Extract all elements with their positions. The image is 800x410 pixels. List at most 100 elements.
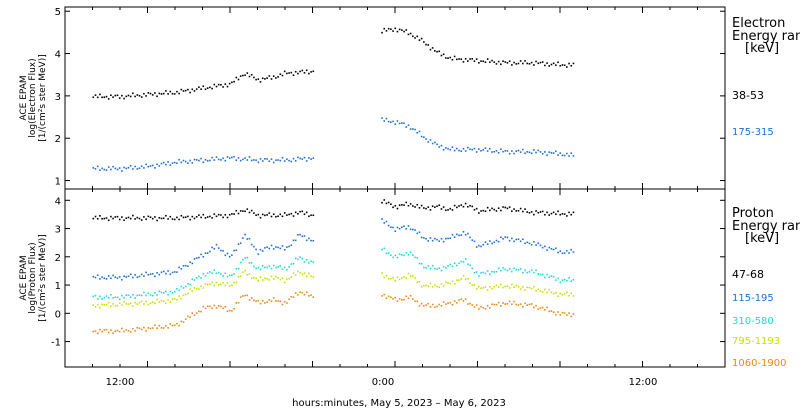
point-protons-3-1-80: [557, 295, 559, 298]
point-electrons-0-1-6: [394, 27, 397, 30]
point-electrons-1-1-39: [467, 146, 469, 149]
point-electrons-0-0-91: [292, 74, 295, 77]
point-protons-0-0-20: [136, 216, 139, 219]
point-protons-1-0-47: [195, 257, 198, 259]
point-protons-1-1-26: [438, 240, 441, 242]
point-protons-0-0-42: [184, 216, 187, 219]
point-protons-2-0-22: [140, 294, 143, 297]
y-tick-label-electrons-4: 5: [55, 7, 61, 18]
point-protons-0-0-41: [182, 216, 185, 219]
point-protons-2-0-97: [305, 258, 308, 261]
point-protons-0-1-1: [383, 199, 386, 201]
point-protons-2-0-3: [99, 295, 101, 298]
point-protons-0-0-68: [242, 210, 244, 212]
point-protons-1-1-85: [568, 252, 570, 254]
point-protons-4-1-10: [403, 298, 405, 301]
point-protons-4-1-34: [456, 302, 458, 304]
point-protons-4-1-41: [471, 304, 474, 306]
point-protons-3-0-22: [140, 300, 143, 303]
point-protons-3-1-52: [495, 284, 498, 287]
point-protons-4-0-42: [184, 318, 187, 320]
proton-plot-frame: [64, 188, 726, 368]
point-protons-2-0-15: [125, 294, 128, 296]
point-protons-4-1-52: [495, 303, 498, 306]
point-protons-1-0-17: [129, 273, 132, 276]
point-protons-4-1-25: [436, 305, 438, 308]
point-protons-1-0-33: [165, 272, 167, 275]
point-electrons-0-0-46: [193, 90, 196, 92]
point-protons-0-0-97: [305, 211, 308, 214]
point-protons-4-1-54: [500, 305, 502, 307]
point-protons-4-1-31: [449, 301, 452, 304]
point-protons-4-1-53: [497, 301, 500, 304]
proton-ylabel: ACE EPAM log(Proton Flux) [1/(cm²s ster …: [19, 234, 48, 321]
point-electrons-0-0-81: [270, 78, 273, 80]
point-protons-4-0-63: [231, 310, 233, 312]
point-electrons-1-0-69: [244, 157, 246, 159]
point-protons-2-1-65: [524, 269, 526, 272]
point-electrons-1-0-10: [114, 167, 117, 170]
point-protons-1-0-45: [191, 262, 194, 265]
electron-legend-units: [keV]: [745, 41, 779, 56]
point-protons-0-1-15: [414, 206, 416, 208]
point-electrons-1-0-24: [145, 163, 147, 166]
point-protons-1-1-49: [489, 240, 491, 242]
point-protons-1-0-67: [239, 242, 242, 244]
point-electrons-1-0-83: [275, 159, 277, 161]
point-protons-4-0-88: [286, 302, 288, 304]
point-electrons-0-0-96: [303, 71, 306, 74]
point-protons-0-0-26: [149, 216, 152, 218]
point-electrons-0-0-25: [147, 92, 150, 94]
point-protons-4-1-46: [482, 306, 485, 309]
point-protons-4-0-94: [299, 291, 301, 293]
point-electrons-0-1-81: [559, 64, 562, 67]
point-protons-4-0-2: [96, 332, 99, 335]
point-protons-4-0-41: [182, 321, 185, 323]
point-protons-2-0-18: [132, 294, 134, 296]
point-protons-0-0-3: [99, 215, 101, 217]
point-electrons-1-0-82: [272, 161, 275, 164]
point-protons-4-1-86: [570, 315, 573, 318]
point-protons-0-0-76: [259, 216, 262, 219]
point-protons-4-1-20: [425, 304, 427, 306]
point-protons-4-0-89: [288, 298, 290, 301]
point-protons-1-1-63: [519, 240, 522, 243]
point-protons-1-0-13: [121, 278, 123, 281]
point-protons-4-0-14: [123, 330, 125, 333]
point-electrons-0-1-68: [530, 61, 533, 64]
point-electrons-1-0-74: [255, 159, 257, 161]
point-protons-1-0-8: [110, 277, 112, 280]
point-protons-3-1-16: [416, 281, 419, 284]
point-protons-3-1-76: [548, 289, 551, 291]
point-electrons-0-1-67: [528, 63, 531, 65]
point-protons-1-1-23: [431, 239, 434, 242]
point-protons-0-0-93: [297, 213, 299, 215]
point-protons-2-0-44: [189, 283, 191, 286]
point-protons-4-1-19: [423, 305, 425, 307]
point-protons-2-1-62: [517, 268, 520, 271]
point-protons-1-1-29: [445, 237, 447, 240]
point-protons-2-0-30: [158, 290, 161, 293]
series-electrons-175-315: [92, 117, 575, 172]
point-protons-3-1-26: [438, 286, 441, 289]
point-electrons-0-0-26: [149, 92, 152, 95]
point-protons-2-1-30: [447, 265, 449, 267]
point-protons-1-1-54: [500, 236, 502, 239]
point-protons-4-0-65: [235, 302, 238, 304]
point-electrons-0-0-40: [180, 88, 183, 91]
point-electrons-1-1-66: [526, 151, 529, 153]
point-protons-1-1-45: [480, 245, 482, 248]
point-electrons-0-0-1: [94, 94, 97, 96]
point-electrons-1-0-46: [193, 158, 196, 161]
point-electrons-1-1-78: [552, 152, 555, 154]
point-protons-1-1-51: [493, 241, 496, 244]
point-protons-2-1-53: [497, 267, 500, 270]
point-protons-3-0-85: [279, 278, 282, 281]
point-protons-2-0-58: [220, 273, 222, 275]
point-protons-0-0-40: [180, 214, 183, 217]
point-protons-0-1-22: [429, 209, 432, 211]
point-protons-2-1-52: [495, 270, 498, 273]
point-protons-0-1-49: [489, 209, 491, 212]
point-electrons-0-1-15: [414, 37, 416, 39]
point-protons-1-1-35: [458, 234, 460, 237]
